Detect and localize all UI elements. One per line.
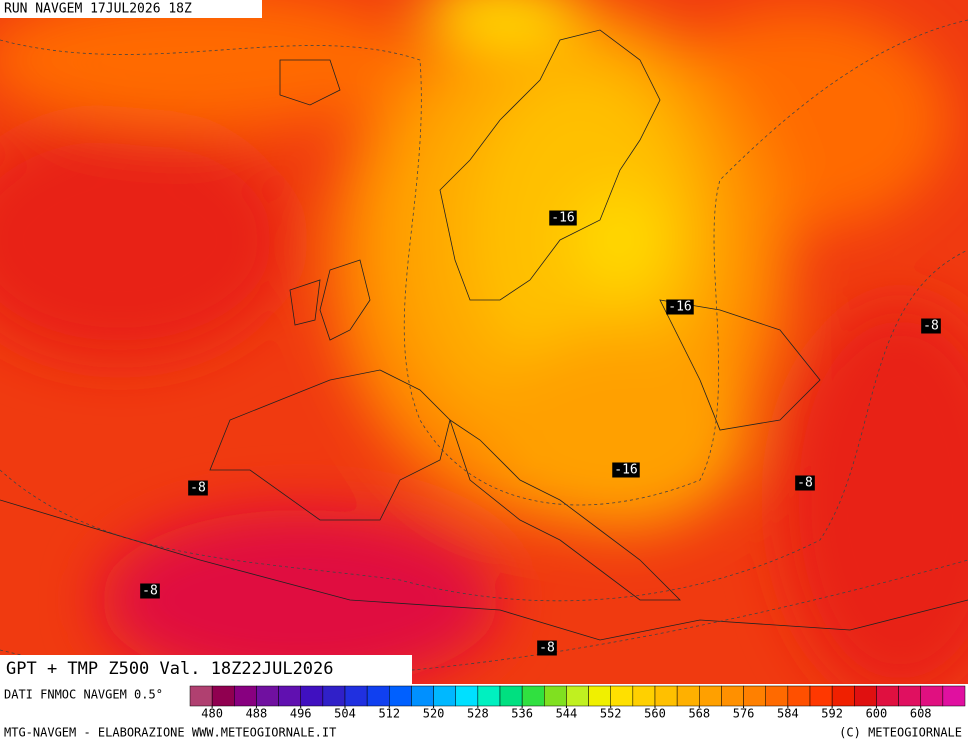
colorbar-tick-label: 496 <box>290 707 312 721</box>
colorbar-swatch <box>411 685 434 707</box>
colorbar-swatch <box>344 685 368 707</box>
contour-label-box <box>549 210 577 226</box>
contour-label: -8 <box>142 584 158 599</box>
colorbar-label: DATI FNMOC NAVGEM 0.5° <box>4 688 163 702</box>
colorbar-swatch <box>300 685 324 707</box>
colorbar-tick-label: 560 <box>644 707 666 721</box>
footer-left: MTG-NAVGEM - ELABORAZIONE WWW.METEOGIORN… <box>4 726 336 740</box>
colorbar-swatch <box>743 685 766 707</box>
contour-label-box <box>140 583 160 599</box>
colorbar-swatch <box>278 685 301 707</box>
colorbar-swatch <box>854 685 877 707</box>
header-box <box>0 0 262 18</box>
colorbar-swatch <box>366 685 390 707</box>
colorbar-swatch <box>433 685 456 707</box>
colorbar-swatch <box>942 685 966 707</box>
colorbar-swatch <box>234 685 257 707</box>
title-box <box>0 655 412 684</box>
colorbar-swatch <box>676 685 700 707</box>
colorbar-swatch <box>211 685 235 707</box>
contour-label-box <box>921 318 941 334</box>
colorbar-swatch <box>499 685 523 707</box>
contour-label: -8 <box>539 641 555 656</box>
colorbar-swatch <box>610 685 634 707</box>
colorbar-tick-label: 608 <box>910 707 932 721</box>
colorbar-tick-label: 520 <box>423 707 445 721</box>
colorbar-tick-label: 544 <box>556 707 578 721</box>
contour-label: -16 <box>551 211 574 226</box>
colorbar-swatch <box>876 685 899 707</box>
colorbar-swatch <box>389 685 412 707</box>
colorbar-swatch <box>477 685 501 707</box>
contour-label-box <box>537 640 557 656</box>
colorbar-tick-label: 592 <box>821 707 843 721</box>
colorbar-swatch <box>831 685 855 707</box>
contour-label: -8 <box>190 481 206 496</box>
colorbar-swatch <box>588 685 611 707</box>
colorbar-tick-label: 568 <box>688 707 710 721</box>
contour-label: -16 <box>614 463 637 478</box>
coastlines <box>0 29 968 641</box>
colorbar-tick-label: 536 <box>511 707 533 721</box>
contour-label-box <box>612 462 640 478</box>
colorbar-swatch <box>632 685 656 707</box>
colorbar-swatch <box>654 685 678 707</box>
colorbar-tick-label: 584 <box>777 707 799 721</box>
colorbar-swatch <box>721 685 744 707</box>
colorbar-swatch <box>699 685 722 707</box>
colorbar-tick-label: 504 <box>334 707 356 721</box>
temperature-field <box>0 0 968 684</box>
contour-label: -8 <box>797 476 813 491</box>
colorbar-swatch <box>898 685 921 707</box>
colorbar-tick-label: 512 <box>378 707 400 721</box>
colorbar-swatch <box>566 685 589 707</box>
contour-label: -16 <box>668 300 691 315</box>
footer-right: (C) METEOGIORNALE <box>839 726 962 740</box>
colorbar-tick-label: 552 <box>600 707 622 721</box>
colorbar-swatch <box>521 685 545 707</box>
colorbar-swatch <box>765 685 789 707</box>
header: RUN NAVGEM 17JUL2026 18Z <box>4 2 192 17</box>
colorbar-tick-label: 480 <box>201 707 223 721</box>
colorbar-swatch <box>787 685 811 707</box>
colorbar-swatch <box>544 685 567 707</box>
colorbar-swatch <box>322 685 346 707</box>
colorbar-tick-label: 488 <box>246 707 268 721</box>
colorbar-swatch <box>920 685 944 707</box>
contour-label-box <box>188 480 208 496</box>
colorbar-tick-label: 528 <box>467 707 489 721</box>
colorbar-tick-label: 600 <box>866 707 888 721</box>
colorbar-swatch <box>455 685 479 707</box>
contour-label: -8 <box>923 319 939 334</box>
colorbar-swatch <box>256 685 279 707</box>
contour-label-box <box>666 299 694 315</box>
colorbar-swatch <box>189 685 213 707</box>
colorbar-swatch <box>809 685 833 707</box>
colorbar-tick-label: 576 <box>733 707 755 721</box>
contour-label-box <box>795 475 815 491</box>
map-title: GPT + TMP Z500 Val. 18Z22JUL2026 <box>6 659 334 679</box>
